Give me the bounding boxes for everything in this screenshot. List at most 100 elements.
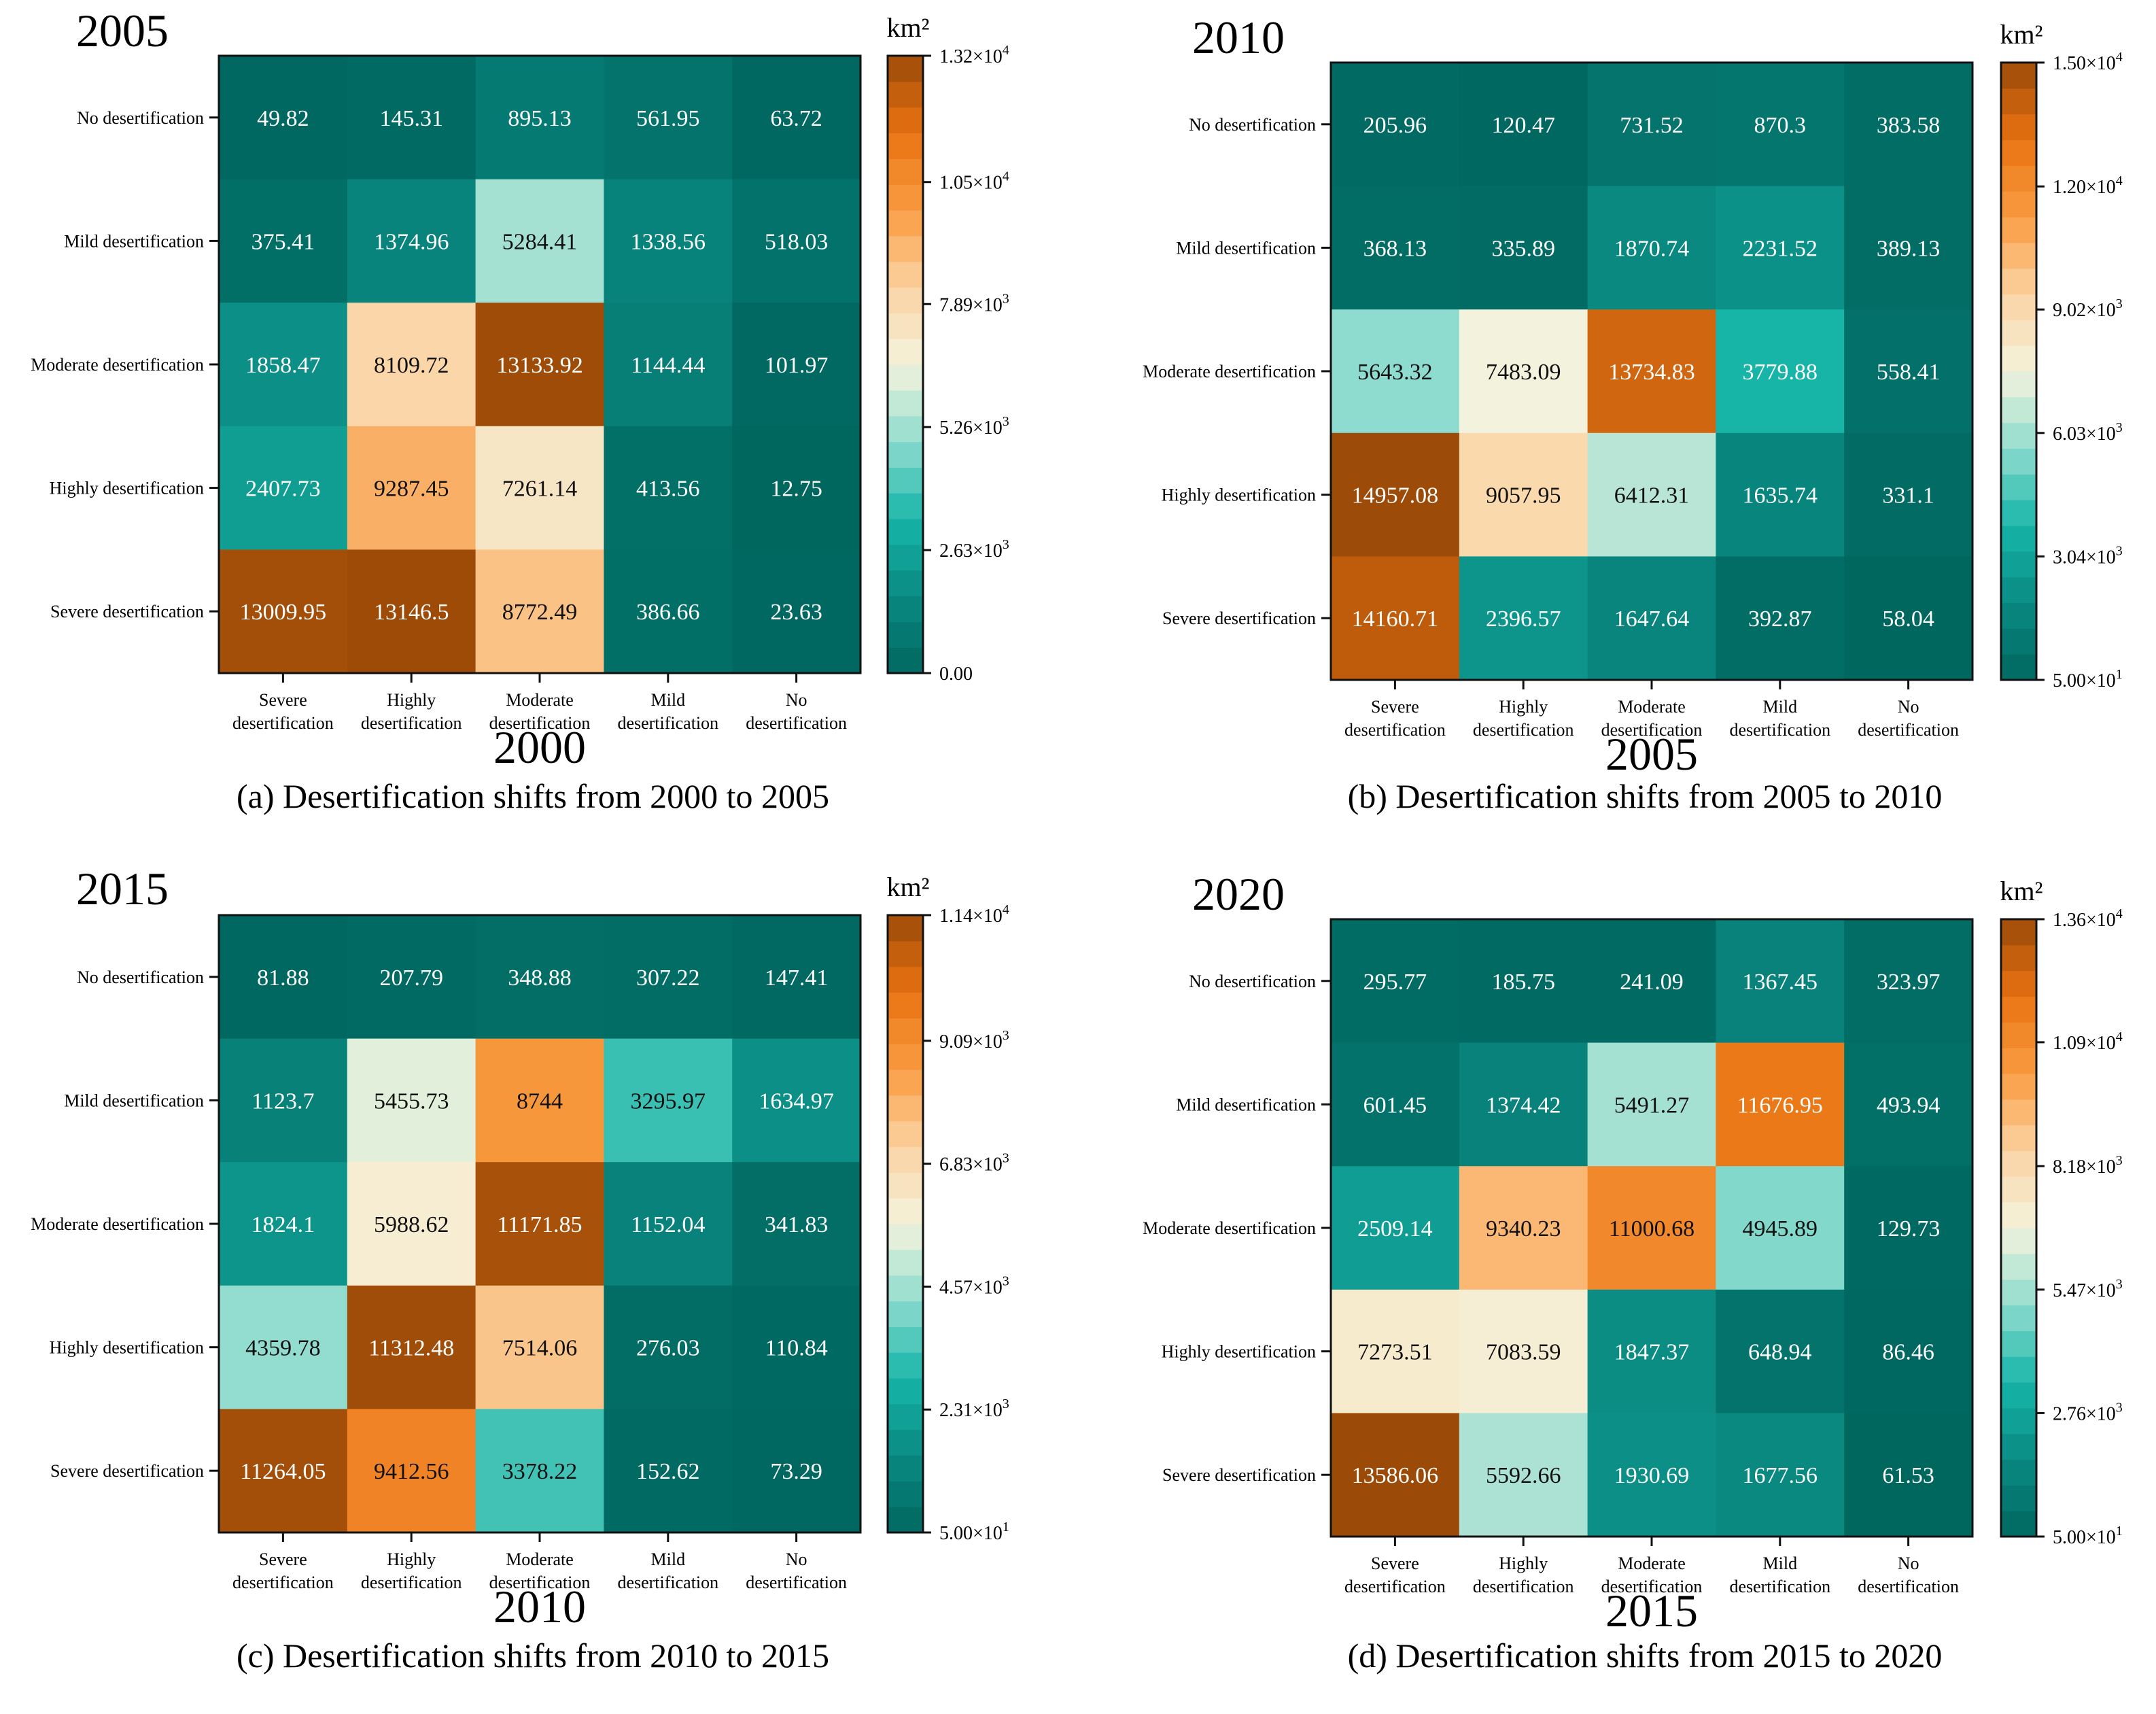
heatmap-cell [1331,1413,1460,1537]
cell-value-label: 145.31 [379,106,443,131]
heatmap-cell [1716,1413,1845,1537]
heatmap-cell [1844,1413,1973,1537]
colorbar-step [2001,1125,2036,1152]
colorbar-step [2001,1074,2036,1100]
cell-value-label: 518.03 [765,229,829,254]
panel-caption: (c) Desertification shifts from 2010 to … [237,1636,829,1675]
cell-value-label: 392.87 [1748,606,1812,632]
cell-value-label: 1677.56 [1743,1463,1818,1488]
cell-value-label: 11000.68 [1609,1216,1694,1241]
colorbar-step [2001,1485,2036,1511]
heatmap-cell [1459,309,1588,434]
cell-value-label: 493.94 [1877,1093,1941,1118]
col-label-line2: desertification [232,1573,334,1592]
colorbar-tick-label: 0.00 [939,664,973,685]
cell-value-label: 295.77 [1363,970,1427,995]
tick-mantissa: 5.00×10 [939,1523,1003,1544]
row-label: Highly desertification [1162,1342,1316,1362]
cell-value-label: 5284.41 [502,229,578,254]
cell-value-label: 5491.27 [1614,1093,1690,1118]
cell-value-label: 11264.05 [240,1459,326,1484]
colorbar-step [2001,448,2036,475]
colorbar-step [888,570,923,597]
colorbar-step [888,415,923,443]
colorbar-step [2001,1433,2036,1460]
colorbar-step [888,1352,923,1379]
col-label-line2: desertification [1344,720,1446,740]
panel-x-year-label: 2005 [1605,728,1698,780]
colorbar-frame [886,914,924,1534]
heatmap-cell [475,303,604,427]
tick-exponent: 3 [1003,537,1009,552]
col-label-line1: Severe [259,690,307,710]
cell-value-label: 7514.06 [502,1336,578,1361]
colorbar-step [888,493,923,519]
colorbar-step [888,1378,923,1405]
tick-exponent: 3 [1003,291,1009,306]
colorbar-tick-label: 3.04×103 [2053,543,2123,568]
cell-value-label: 129.73 [1877,1216,1941,1241]
row-label: No desertification [1189,115,1316,135]
cell-value-label: 3378.22 [502,1459,578,1484]
colorbar-step [2001,1228,2036,1254]
tick-mantissa: 4.57×10 [939,1277,1003,1298]
colorbar-tick-label: 4.57×103 [939,1273,1009,1298]
colorbar-tick-label: 5.47×103 [2053,1277,2123,1301]
heatmap-cell [1716,186,1845,310]
col-label-line1: Severe [1371,697,1419,717]
tick-exponent: 1 [1003,1520,1009,1535]
row-label: Mild desertification [1176,1095,1316,1114]
tick-mantissa: 9.09×10 [939,1031,1003,1052]
cell-value-label: 13009.95 [240,600,327,625]
heatmap-cell [732,1409,861,1533]
cell-value-label: 4359.78 [245,1336,321,1361]
colorbar-step [888,1481,923,1507]
heatmap-cell [347,1038,476,1163]
tick-exponent: 3 [2116,420,2123,435]
heatmap-cell [604,1162,733,1286]
colorbar-step [888,1301,923,1327]
cell-value-label: 12.75 [770,477,822,502]
heatmap-cell [1716,432,1845,557]
cell-value-label: 341.83 [765,1212,829,1237]
colorbar-step [2001,1253,2036,1280]
colorbar-step [888,390,923,417]
heatmap-cell [347,179,476,303]
col-label-line1: Mild [1763,1554,1798,1573]
tick-mantissa: 1.20×10 [2053,177,2116,198]
colorbar-step [2001,242,2036,269]
tick-mantissa: 6.83×10 [939,1154,1003,1176]
heatmap-cell [475,1409,604,1533]
tick-exponent: 3 [2116,1400,2123,1415]
cell-value-label: 331.1 [1882,483,1934,509]
colorbar-step [2001,294,2036,320]
panel-x-year-label: 2010 [493,1581,586,1632]
col-label-line2: desertification [232,713,334,733]
cell-value-label: 9057.95 [1486,483,1561,509]
heatmap-cell [1587,556,1716,681]
colorbar-step [888,261,923,288]
cell-value-label: 207.79 [379,965,443,991]
cell-value-label: 1824.1 [251,1212,315,1237]
panel-x-year-label: 2015 [1605,1585,1698,1636]
colorbar-step [2001,217,2036,243]
heatmap-cell [1459,63,1588,187]
tick-mantissa: 6.03×10 [2053,424,2116,445]
colorbar-step [2001,500,2036,526]
heatmap-cell [475,179,604,303]
cell-value-label: 335.89 [1491,236,1555,261]
colorbar-frame [2000,61,2038,681]
heatmap-panel-3: 2015 81.88 207.79 348.88 307.22 147.41 1123.7 5… [31,863,1009,1675]
col-label-line2: desertification [1473,1577,1574,1596]
colorbar-step [2001,970,2036,997]
cell-value-label: 2231.52 [1743,236,1818,261]
tick-exponent: 3 [2116,1153,2123,1168]
colorbar-step [2001,996,2036,1023]
colorbar-step [888,1507,923,1533]
tick-exponent: 3 [2116,543,2123,558]
colorbar-step [2001,944,2036,972]
colorbar-tick-label: 1.50×104 [2053,50,2123,74]
colorbar-step [2001,474,2036,500]
col-label-line2: desertification [746,713,847,733]
colorbar-step [2001,1099,2036,1126]
